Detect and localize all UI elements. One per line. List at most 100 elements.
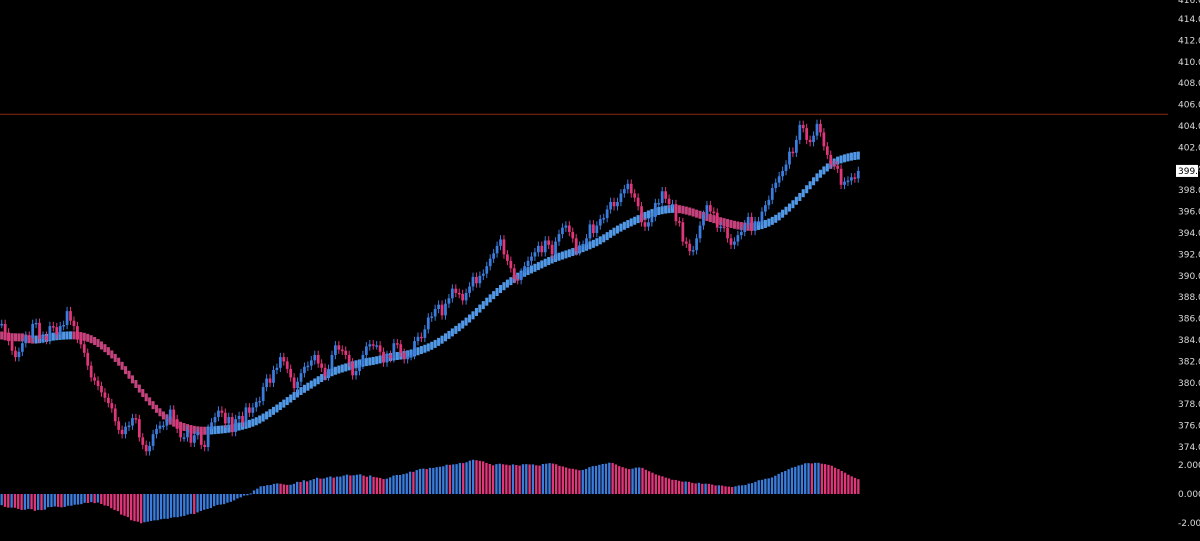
- oscillator-panel[interactable]: [0, 459, 860, 524]
- oscillator-bar: [455, 464, 458, 494]
- candle: [254, 402, 258, 408]
- candle: [595, 225, 599, 233]
- ma-segment: [664, 205, 668, 214]
- ma-segment: [89, 335, 93, 344]
- oscillator-bar: [584, 468, 588, 494]
- oscillator-bar: [704, 483, 707, 494]
- oscillator-bar: [714, 485, 717, 494]
- candle: [674, 204, 678, 222]
- ma-segment: [130, 375, 134, 384]
- candle: [488, 258, 492, 267]
- candle: [612, 201, 616, 207]
- ma-segment: [99, 341, 104, 350]
- candle: [743, 224, 747, 232]
- oscillator-bar: [601, 463, 604, 494]
- ma-segment: [450, 328, 454, 337]
- oscillator-bar: [780, 472, 784, 494]
- ma-segment: [110, 350, 114, 359]
- ma-segment: [787, 203, 792, 212]
- ma-segment: [106, 347, 110, 356]
- ma-segment: [825, 163, 829, 172]
- oscillator-bar: [156, 494, 159, 521]
- oscillator-bar: [20, 494, 23, 510]
- ma-segment: [784, 206, 788, 215]
- oscillator-bar: [116, 494, 120, 512]
- oscillator-bar: [382, 479, 385, 494]
- oscillator-bar: [498, 463, 501, 494]
- ma-segment: [684, 206, 688, 215]
- candle: [757, 221, 760, 223]
- oscillator-bar: [282, 484, 286, 494]
- ma-segment: [247, 419, 251, 428]
- price-panel[interactable]: [0, 113, 1168, 456]
- candle: [801, 124, 805, 129]
- candle: [836, 165, 840, 169]
- candle: [182, 437, 186, 439]
- candle: [719, 226, 723, 229]
- candle: [313, 354, 317, 361]
- candle: [523, 266, 526, 273]
- oscillator-bar: [66, 494, 70, 506]
- candle: [440, 304, 444, 316]
- ma-segment: [605, 232, 609, 241]
- oscillator-bar: [189, 494, 193, 514]
- oscillator-bar: [259, 486, 262, 494]
- oscillator-bar: [299, 481, 302, 494]
- oscillator-bar: [545, 463, 548, 494]
- candle: [55, 327, 59, 335]
- oscillator-bar: [604, 463, 608, 494]
- candle: [330, 354, 334, 369]
- oscillator-bar: [564, 467, 568, 494]
- oscillator-tick-label: -2.000: [1178, 519, 1200, 529]
- candle: [812, 135, 815, 143]
- ma-segment: [258, 415, 262, 424]
- ma-segment: [120, 361, 124, 370]
- oscillator-bar: [667, 478, 671, 494]
- ma-segment: [13, 333, 18, 342]
- candle: [385, 354, 389, 363]
- oscillator-bar: [329, 476, 332, 494]
- oscillator-bar: [491, 465, 495, 494]
- candle: [478, 275, 482, 284]
- oscillator-bar: [315, 477, 319, 494]
- candle: [72, 320, 76, 327]
- ma-segment: [818, 169, 822, 178]
- oscillator-bar: [488, 463, 491, 494]
- candle: [437, 304, 440, 309]
- oscillator-bar: [657, 475, 661, 494]
- candle: [134, 418, 138, 420]
- oscillator-bar: [216, 494, 219, 505]
- ma-segment: [271, 406, 276, 415]
- candle: [378, 345, 382, 352]
- candle: [354, 371, 358, 376]
- candle: [289, 368, 293, 378]
- candle: [736, 235, 740, 242]
- candle: [788, 151, 791, 165]
- candle: [406, 356, 410, 360]
- ma-segment: [726, 219, 730, 228]
- oscillator-bar: [402, 474, 405, 494]
- candle: [217, 410, 220, 418]
- oscillator-bar: [787, 469, 790, 494]
- candle: [323, 367, 327, 377]
- oscillator-bar: [777, 473, 780, 494]
- price-axis[interactable]: 374.00 376.00 378.00 380.00 382.00 384.00 386.…: [1176, 0, 1200, 453]
- ma-segment: [498, 285, 503, 294]
- oscillator-bar: [598, 464, 601, 494]
- oscillator-bar: [129, 494, 133, 521]
- oscillator-axis[interactable]: -2.000 0.000 2.000: [1178, 461, 1200, 529]
- ma-segment: [609, 229, 613, 238]
- ma-segment: [722, 218, 726, 227]
- candle: [189, 429, 193, 443]
- candle: [664, 191, 668, 199]
- oscillator-bar: [638, 467, 641, 494]
- candle: [155, 428, 158, 435]
- ma-segment: [636, 215, 640, 224]
- ma-segment: [468, 314, 472, 323]
- oscillator-bar: [485, 462, 488, 494]
- price-tick-label: 396.00: [1178, 208, 1200, 218]
- oscillator-bar: [153, 494, 156, 521]
- candle: [340, 349, 344, 352]
- candle: [547, 240, 551, 245]
